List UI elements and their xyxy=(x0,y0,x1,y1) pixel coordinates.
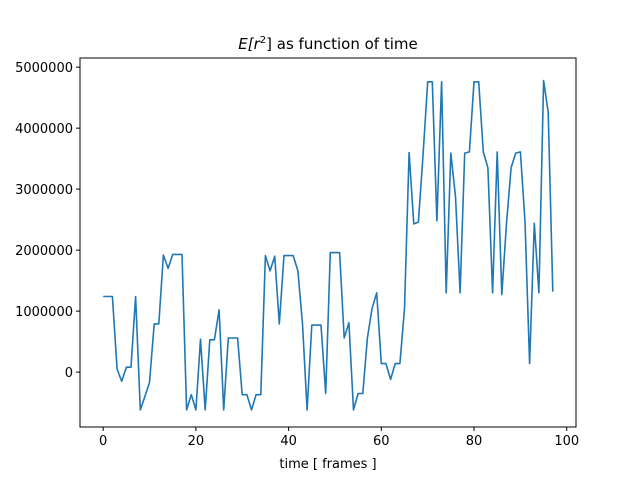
y-tick-label: 4000000 xyxy=(15,122,73,137)
x-tick-label: 0 xyxy=(99,434,107,449)
x-axis-ticks: 0 20 40 60 80 100 xyxy=(99,427,579,449)
x-tick-label: 60 xyxy=(373,434,390,449)
x-tick-label: 20 xyxy=(188,434,205,449)
y-tick-label: 5000000 xyxy=(15,61,73,76)
chart-title: E[r2] as function of time xyxy=(238,35,417,53)
series-line xyxy=(103,79,554,411)
x-tick-label: 100 xyxy=(554,434,579,449)
y-tick-label: 3000000 xyxy=(15,183,73,198)
x-tick-label: 80 xyxy=(466,434,483,449)
y-tick-label: 1000000 xyxy=(15,305,73,320)
plot-frame xyxy=(79,57,577,428)
y-tick-label: 2000000 xyxy=(15,244,73,259)
y-axis-ticks: 0 1000000 2000000 3000000 4000000 5000000 xyxy=(15,61,80,381)
x-axis-label: time [ frames ] xyxy=(279,457,376,472)
y-tick-label: 0 xyxy=(65,366,73,381)
x-tick-label: 40 xyxy=(280,434,297,449)
